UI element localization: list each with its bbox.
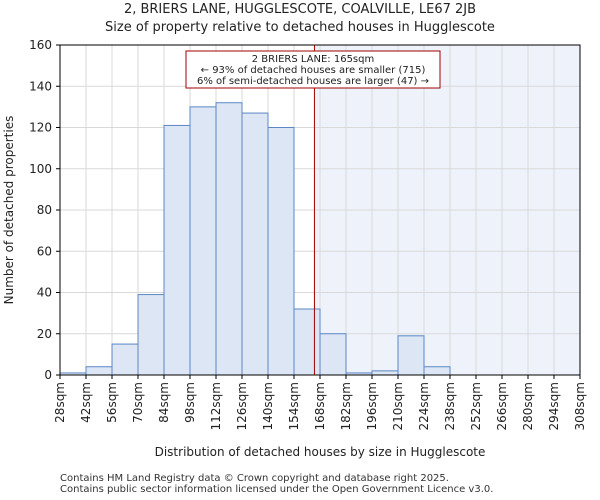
bar-154sqm [293,308,321,376]
x-tick-label: 112sqm [209,382,223,430]
y-tick-label: 40 [37,286,52,300]
bar-112sqm [215,102,243,376]
bar-210sqm [397,335,425,376]
x-tick-label: 28sqm [53,382,67,423]
footer-line-2: Contains public sector information licen… [60,484,494,495]
x-tick-label: 42sqm [79,382,93,423]
x-tick-label: 210sqm [391,382,405,430]
bar-196sqm [371,370,399,376]
annotation-line-1: 2 BRIERS LANE: 165sqm [252,54,374,65]
y-tick-label: 160 [29,38,52,52]
footer-line-1: Contains HM Land Registry data © Crown c… [60,473,449,484]
bar-42sqm [85,366,113,376]
x-tick-label: 238sqm [443,382,457,430]
x-tick-label: 56sqm [105,382,119,423]
x-tick-label: 126sqm [235,382,249,430]
x-tick-label: 140sqm [261,382,275,430]
y-tick-label: 20 [37,327,52,341]
bar-70sqm [137,294,165,376]
x-tick-label: 70sqm [131,382,145,423]
bar-84sqm [163,124,191,376]
y-tick-label: 60 [37,244,52,258]
chart-title: 2, BRIERS LANE, HUGGLESCOTE, COALVILLE, … [123,2,477,17]
bar-98sqm [189,106,217,376]
annotation-line-3: 6% of semi-detached houses are larger (4… [197,76,429,87]
annotation-line-2: ← 93% of detached houses are smaller (71… [201,65,426,76]
x-tick-label: 154sqm [287,382,301,430]
y-axis-ticks: 0 20 40 60 80 100 120 140 160 [29,38,60,382]
annotation-box [185,50,441,89]
y-tick-label: 140 [29,79,52,93]
y-tick-label: 80 [37,203,52,217]
plot-frame [59,44,581,376]
bar-224sqm [423,366,451,376]
chart-subtitle: Size of property relative to detached ho… [105,20,495,35]
x-tick-label: 224sqm [417,382,431,430]
x-axis-label: Distribution of detached houses by size … [155,445,486,459]
y-axis-label: Number of detached properties [2,116,16,305]
x-tick-label: 280sqm [521,382,535,430]
x-tick-label: 308sqm [573,382,587,430]
bar-168sqm [319,333,347,376]
bars-group [59,102,451,376]
x-tick-label: 266sqm [495,382,509,430]
x-tick-label: 98sqm [183,382,197,423]
x-tick-label: 196sqm [365,382,379,430]
x-tick-label: 252sqm [469,382,483,430]
y-tick-label: 120 [29,121,52,135]
y-tick-label: 100 [29,162,52,176]
bar-126sqm [241,112,269,376]
x-tick-label: 294sqm [547,382,561,430]
x-axis-ticks: 28sqm 42sqm 56sqm 70sqm 84sqm 98sqm 112sqm 126s… [53,375,587,430]
x-tick-label: 168sqm [313,382,327,430]
x-tick-label: 182sqm [339,382,353,430]
y-tick-label: 0 [44,368,52,382]
x-tick-label: 84sqm [157,382,171,423]
bar-56sqm [111,343,139,376]
bar-140sqm [267,127,295,376]
property-annotation: 2 BRIERS LANE: 165sqm← 93% of detached h… [185,50,441,89]
